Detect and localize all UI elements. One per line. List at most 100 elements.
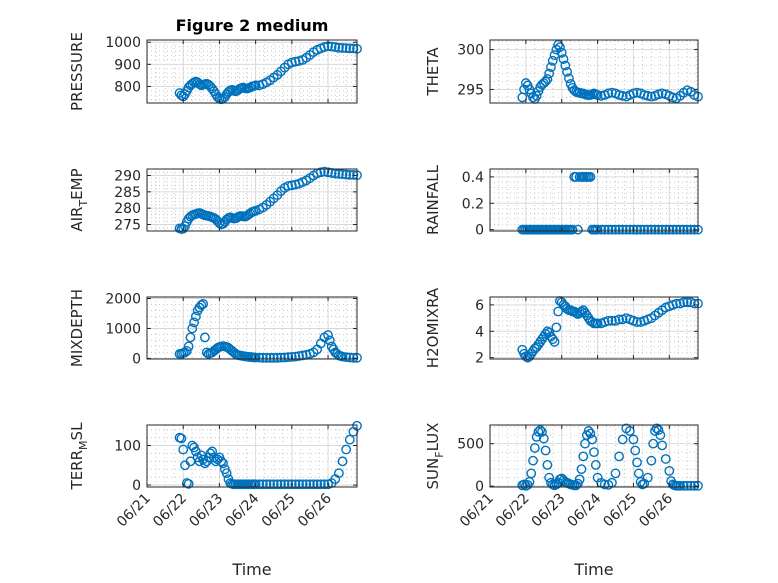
data-point xyxy=(283,479,294,490)
axes-box xyxy=(489,424,699,488)
y-tick-label: 0.2 xyxy=(462,196,484,212)
y-tick-label: 0 xyxy=(132,478,141,494)
data-point xyxy=(546,62,556,73)
data-point xyxy=(535,425,546,435)
data-point xyxy=(337,169,348,180)
data-point xyxy=(628,88,639,99)
data-point xyxy=(576,464,587,475)
data-point xyxy=(198,298,209,309)
data-point xyxy=(344,169,355,180)
data-point xyxy=(664,465,675,476)
data-point xyxy=(257,352,268,363)
data-point xyxy=(216,456,227,467)
data-point xyxy=(567,224,578,235)
data-point xyxy=(648,438,659,449)
data-point xyxy=(646,455,657,466)
data-point xyxy=(254,352,265,363)
data-point xyxy=(526,468,537,479)
y-tick-label: 1000 xyxy=(105,321,141,337)
x-tick-label: 06/26 xyxy=(295,490,335,530)
data-point xyxy=(290,56,301,67)
data-point xyxy=(254,479,265,490)
data-point xyxy=(635,224,646,235)
data-point xyxy=(563,73,574,84)
data-point xyxy=(660,454,671,464)
data-point xyxy=(632,457,642,468)
data-point xyxy=(585,428,596,439)
data-point xyxy=(617,90,628,101)
data-point xyxy=(250,80,261,91)
data-point xyxy=(682,480,693,491)
data-point xyxy=(642,224,653,235)
data-point xyxy=(540,76,551,87)
axes-box xyxy=(146,424,358,488)
data-point xyxy=(596,224,607,235)
data-point xyxy=(297,479,308,490)
data-point xyxy=(610,224,621,235)
x-tick-label: 06/25 xyxy=(600,491,640,531)
data-point xyxy=(667,224,678,235)
data-point xyxy=(540,445,551,456)
data-point xyxy=(585,172,596,182)
data-point xyxy=(617,224,628,235)
data-point xyxy=(671,298,682,309)
data-point xyxy=(632,224,642,235)
data-point xyxy=(667,92,678,103)
x-tick-label: 06/26 xyxy=(636,490,676,530)
data-point xyxy=(537,426,547,437)
data-point xyxy=(323,167,333,178)
data-point xyxy=(639,224,650,235)
y-tick-label: 300 xyxy=(457,43,484,59)
data-point xyxy=(279,352,290,363)
y-axis-label: MIXDEPTH xyxy=(68,289,86,367)
data-point xyxy=(560,60,571,71)
subplot-5: 0 1000 2000 MIXDEPTH xyxy=(68,289,362,367)
data-point xyxy=(642,90,653,101)
data-point xyxy=(324,335,335,346)
data-point xyxy=(294,479,304,490)
y-axis-label: H2OMIXRA xyxy=(424,287,442,368)
data-point xyxy=(301,479,312,490)
data-point xyxy=(341,352,352,363)
data-point xyxy=(348,43,359,54)
data-point xyxy=(294,351,304,361)
y-tick-label: 285 xyxy=(114,185,141,201)
y-tick-label: 800 xyxy=(114,79,141,95)
data-point xyxy=(553,306,564,317)
y-axis-label: THETA xyxy=(424,47,442,97)
data-point xyxy=(553,39,564,50)
data-point xyxy=(261,352,272,363)
data-point xyxy=(549,336,560,347)
data-point xyxy=(330,42,341,52)
y-tick-label: 275 xyxy=(114,217,141,233)
data-point xyxy=(341,169,352,180)
data-point xyxy=(323,330,333,340)
x-tick-label: 06/21 xyxy=(457,491,497,531)
data-point xyxy=(655,430,666,441)
data-point xyxy=(689,224,700,235)
data-point xyxy=(599,224,610,235)
data-point xyxy=(315,479,326,490)
data-point xyxy=(603,88,614,99)
data-point xyxy=(556,47,567,58)
data-point xyxy=(290,479,301,490)
data-point xyxy=(572,224,583,235)
x-tick-label: 06/22 xyxy=(493,491,533,531)
data-point xyxy=(196,300,207,310)
y-tick-label: 0 xyxy=(475,479,484,495)
y-tick-label: 0 xyxy=(475,223,484,239)
data-point xyxy=(265,352,276,363)
data-point xyxy=(286,479,297,490)
axes-box xyxy=(146,39,358,104)
data-point xyxy=(312,479,323,490)
data-point xyxy=(326,41,337,52)
data-point xyxy=(657,224,668,235)
data-point xyxy=(558,54,569,65)
data-point xyxy=(630,445,641,456)
data-point xyxy=(305,479,315,490)
data-point xyxy=(542,460,553,470)
data-point xyxy=(344,434,355,445)
data-point xyxy=(583,426,594,436)
data-point xyxy=(290,351,301,362)
data-point xyxy=(183,478,194,489)
